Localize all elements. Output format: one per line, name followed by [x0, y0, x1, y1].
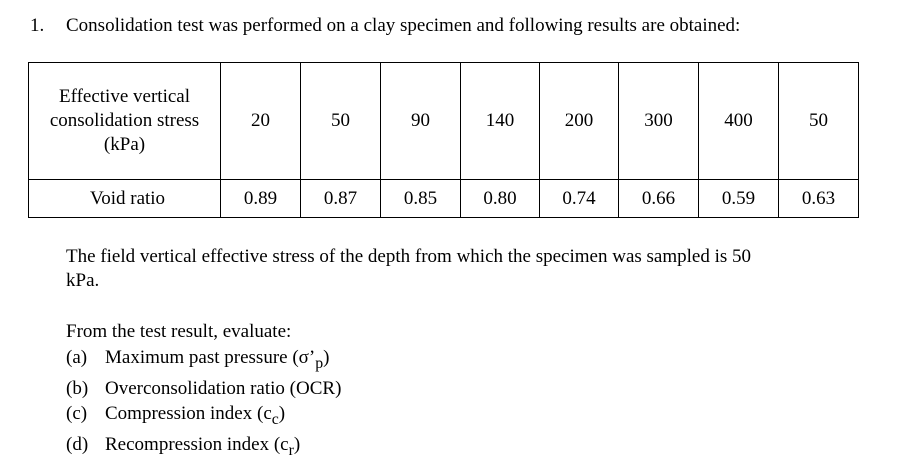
stress-label-line: consolidation stress: [49, 110, 200, 131]
task-subscript: p: [315, 354, 324, 372]
list-item: (b) Overconsolidation ratio (OCR): [66, 376, 341, 401]
void-ratio-value-cell: 0.63: [778, 179, 859, 218]
consolidation-results-table: Effective vertical consolidation stress …: [28, 62, 859, 218]
task-tag: (a): [66, 347, 88, 368]
question-statement: 1. Consolidation test was performed on a …: [30, 14, 740, 38]
task-close: ): [293, 433, 301, 455]
stress-value-cell: 300: [618, 62, 699, 180]
stress-value-cell: 400: [698, 62, 779, 180]
void-ratio-value-cell: 0.85: [380, 179, 461, 218]
task-text: Overconsolidation ratio (OCR): [105, 377, 342, 399]
table-row-stress: Effective vertical consolidation stress …: [28, 62, 859, 180]
task-close: ): [323, 347, 330, 368]
stress-label-line: (kPa): [103, 134, 146, 155]
evaluate-intro: From the test result, evaluate:: [66, 321, 292, 342]
task-close: ): [278, 402, 286, 424]
stress-value-cell: 50: [778, 62, 859, 180]
task-list: (a) Maximum past pressure (σ’p) (b) Overco…: [66, 345, 341, 462]
task-text: Recompression index (c: [105, 433, 289, 455]
stress-header-cell: Effective vertical consolidation stress …: [28, 62, 221, 180]
stress-value-cell: 140: [460, 62, 540, 180]
task-tag: (b): [66, 377, 89, 399]
stress-value-cell: 90: [380, 62, 461, 180]
stress-value-cell: 20: [220, 62, 301, 180]
task-subscript: r: [288, 441, 294, 459]
task-tag: (c): [66, 402, 88, 424]
void-ratio-header-cell: Void ratio: [28, 179, 221, 218]
stress-label-line: Effective vertical: [59, 86, 190, 107]
task-tag: (d): [66, 433, 89, 455]
list-item: (a) Maximum past pressure (σ’p): [66, 345, 341, 376]
stress-value-cell: 200: [539, 62, 619, 180]
void-ratio-value-cell: 0.80: [460, 179, 540, 218]
field-stress-paragraph: The field vertical effective stress of t…: [66, 245, 866, 293]
void-ratio-value-cell: 0.87: [300, 179, 381, 218]
question-number: 1.: [30, 15, 45, 36]
stress-value-cell: 50: [300, 62, 381, 180]
table-row-void-ratio: Void ratio 0.89 0.87 0.85 0.80 0.74 0.66…: [28, 179, 859, 218]
void-ratio-value-cell: 0.89: [220, 179, 301, 218]
void-ratio-value-cell: 0.59: [698, 179, 779, 218]
void-ratio-value-cell: 0.66: [618, 179, 699, 218]
task-subscript: c: [271, 410, 279, 428]
list-item: (c) Compression index (cc): [66, 401, 341, 432]
list-item: (d) Recompression index (cr): [66, 432, 341, 462]
void-ratio-value-cell: 0.74: [539, 179, 619, 218]
field-stress-line: The field vertical effective stress of t…: [66, 246, 752, 267]
task-text: Compression index (c: [105, 402, 272, 424]
field-stress-line: kPa.: [66, 270, 100, 291]
question-text: Consolidation test was performed on a cl…: [66, 15, 741, 36]
task-text: Maximum past pressure (σ’: [105, 347, 316, 368]
